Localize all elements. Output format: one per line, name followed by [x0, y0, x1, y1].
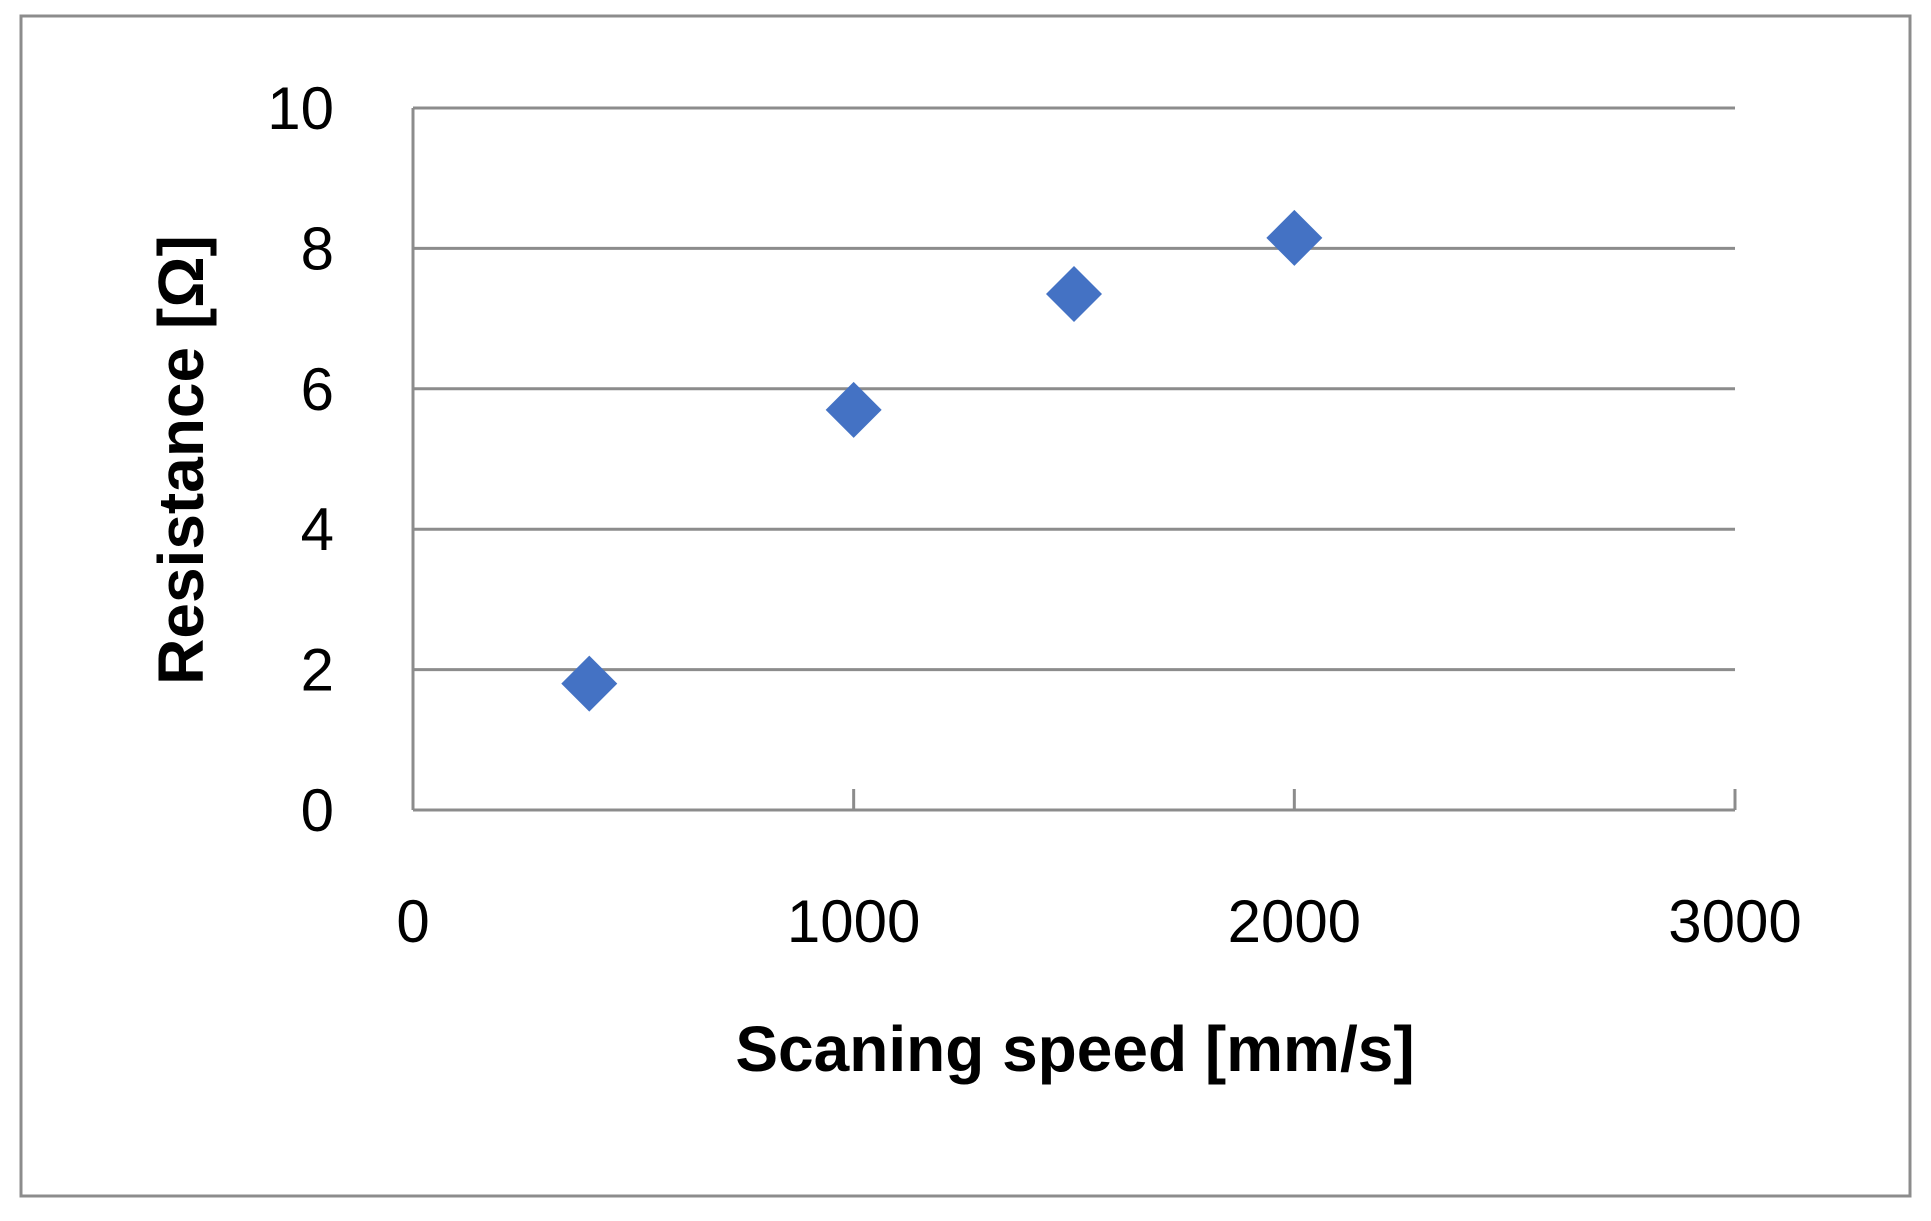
chart-border	[19, 14, 1912, 1198]
y-axis-title: Resistance [Ω]	[145, 235, 217, 685]
data-point	[1046, 266, 1102, 323]
data-point	[561, 655, 618, 712]
y-tick-label: 8	[301, 215, 334, 282]
data-points	[561, 209, 1323, 712]
x-tick-label: 3000	[1668, 888, 1801, 955]
y-tick-label: 4	[301, 496, 334, 563]
data-point	[1266, 209, 1323, 266]
y-tick-labels: 0 2 4 6 8 10	[267, 75, 334, 844]
y-tick-label: 6	[301, 356, 334, 423]
x-axis-title: Scaning speed [mm/s]	[735, 1013, 1414, 1085]
x-tick-label: 1000	[787, 888, 920, 955]
y-tick-label: 0	[301, 777, 334, 844]
x-tick-label: 2000	[1228, 888, 1361, 955]
axes	[411, 108, 1737, 812]
y-tick-label: 2	[301, 637, 334, 704]
y-tick-label: 10	[267, 75, 334, 142]
grid-lines	[413, 106, 1735, 672]
x-tick-labels: 0 1000 2000 3000	[396, 888, 1801, 955]
data-point	[825, 381, 882, 438]
x-tick-label: 0	[396, 888, 429, 955]
